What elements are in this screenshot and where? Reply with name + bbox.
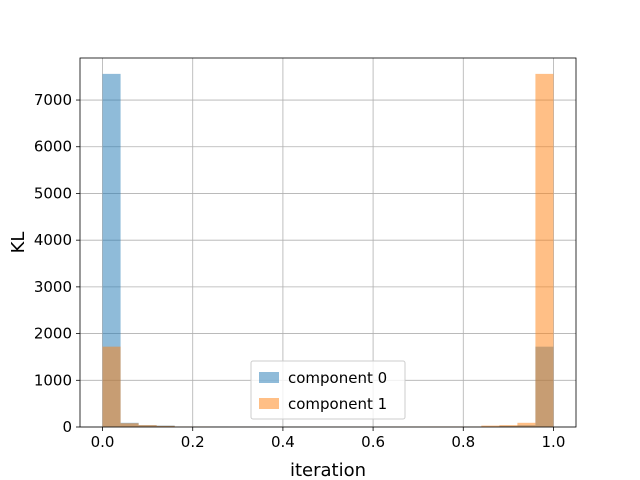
y-tick-label: 7000 [34, 91, 72, 109]
axis-ticks: 0.0 0.2 0.4 0.6 0.8 1.0 0 1000 2000 3000 4000 5000 6… [34, 91, 566, 451]
y-axis-label: KL [8, 232, 29, 254]
legend-entry-label: component 1 [288, 395, 387, 413]
y-tick-label: 2000 [34, 325, 72, 343]
x-tick-label: 0.8 [451, 433, 475, 451]
x-tick-label: 0.0 [91, 433, 115, 451]
y-tick-label: 1000 [34, 371, 72, 389]
x-tick-label: 1.0 [542, 433, 566, 451]
bar [102, 346, 121, 427]
grid-lines [80, 58, 576, 428]
legend-swatch [259, 372, 279, 383]
x-tick-label: 0.4 [271, 433, 295, 451]
legend-swatch [259, 398, 279, 409]
x-tick-label: 0.2 [181, 433, 205, 451]
y-tick-label: 6000 [34, 138, 72, 156]
legend: component 0 component 1 [250, 360, 406, 420]
bar [120, 423, 139, 427]
bar [156, 425, 175, 427]
bar [535, 73, 554, 427]
bar [138, 425, 157, 427]
y-tick-label: 3000 [34, 278, 72, 296]
bar [499, 425, 518, 427]
bar [481, 425, 500, 427]
y-tick-label: 4000 [34, 231, 72, 249]
y-tick-label: 5000 [34, 184, 72, 202]
x-axis-label: iteration [290, 460, 366, 480]
x-tick-label: 0.6 [361, 433, 385, 451]
plot-frame [79, 57, 577, 428]
legend-frame [250, 360, 406, 420]
bar [102, 73, 121, 427]
legend-entry-label: component 0 [288, 369, 387, 387]
series-1 [102, 73, 554, 427]
y-tick-label: 0 [62, 418, 72, 436]
bar [517, 422, 536, 427]
